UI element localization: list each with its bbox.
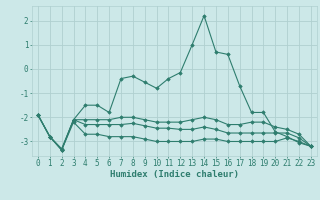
X-axis label: Humidex (Indice chaleur): Humidex (Indice chaleur) <box>110 170 239 179</box>
